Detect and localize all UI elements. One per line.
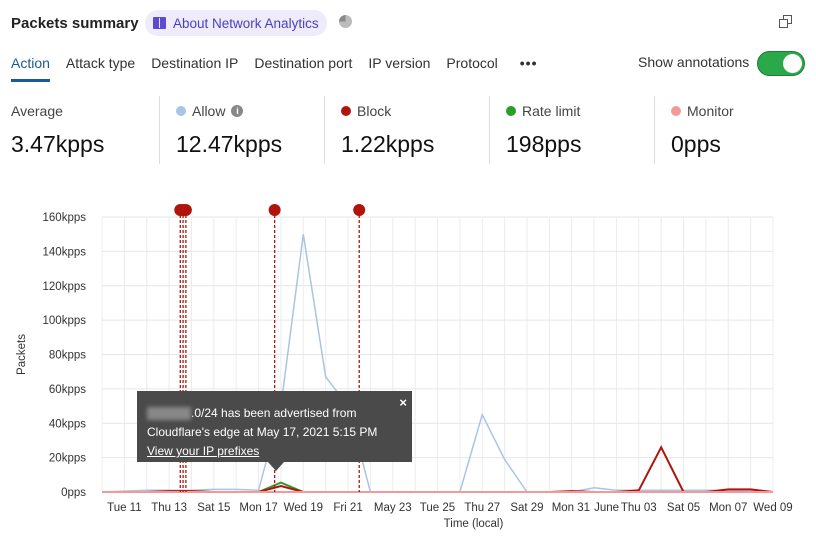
- tooltip-text: .0/24 has been advertised from: [191, 406, 357, 420]
- page-title: Packets summary: [11, 15, 139, 32]
- show-annotations-label: Show annotations: [638, 54, 750, 70]
- stat-value: 1.22kpps: [341, 131, 435, 157]
- x-tick-label: Fri 21: [333, 502, 362, 514]
- tab-bar: Action Attack type Destination IP Destinati…: [11, 55, 554, 82]
- x-tick-label: Mon 07: [709, 502, 747, 514]
- y-tick-label: 60kpps: [49, 384, 86, 396]
- stat-value: 0pps: [671, 131, 721, 157]
- close-icon[interactable]: ×: [399, 395, 407, 410]
- x-tick-label: Thu 03: [621, 502, 657, 514]
- annotation-marker: [179, 204, 192, 216]
- stat-rate-limit: Rate limit 198pps: [490, 96, 655, 164]
- stat-value: 12.47kpps: [176, 131, 283, 157]
- x-tick-label: June: [594, 502, 619, 514]
- x-tick-label: Sat 29: [510, 502, 543, 514]
- show-annotations-toggle[interactable]: [757, 51, 805, 76]
- stat-label: Rate limit: [522, 103, 581, 119]
- stat-value: 3.47kpps: [11, 131, 105, 157]
- x-tick-label: Wed 09: [753, 502, 792, 514]
- x-tick-label: Tue 25: [420, 502, 455, 514]
- tab-ip-version[interactable]: IP version: [368, 55, 431, 71]
- legend-dot-icon: [341, 106, 351, 116]
- view-ip-prefixes-link[interactable]: View your IP prefixes: [147, 444, 260, 458]
- stats-row: Average 3.47kpps Allow i 12.47kpps Block 1.22k…: [0, 96, 815, 164]
- y-tick-label: 160kpps: [43, 212, 87, 224]
- annotation-tooltip: × .0/24 has been advertised from Cloudfl…: [137, 391, 412, 471]
- annotation-marker: [353, 204, 366, 216]
- copy-icon[interactable]: [779, 15, 793, 29]
- tab-destination-ip[interactable]: Destination IP: [151, 55, 239, 71]
- tab-protocol[interactable]: Protocol: [446, 55, 498, 71]
- tooltip-text-2: Cloudflare's edge at May 17, 2021 5:15 P…: [147, 425, 378, 439]
- stat-monitor: Monitor 0pps: [655, 96, 815, 164]
- stat-label: Allow: [192, 103, 226, 119]
- stat-label: Block: [357, 103, 392, 119]
- pie-chart-icon[interactable]: [339, 15, 352, 28]
- y-tick-label: 40kpps: [49, 418, 86, 430]
- y-tick-label: 140kpps: [43, 246, 87, 258]
- legend-dot-icon: [671, 106, 681, 116]
- stat-allow: Allow i 12.47kpps: [160, 96, 325, 164]
- about-network-analytics-button[interactable]: About Network Analytics: [145, 10, 327, 36]
- stat-label: Average: [11, 103, 63, 119]
- tab-destination-port[interactable]: Destination port: [254, 55, 353, 71]
- tab-attack-type[interactable]: Attack type: [65, 55, 136, 71]
- x-tick-label: Thu 27: [464, 502, 500, 514]
- y-tick-label: 20kpps: [49, 453, 86, 465]
- stat-label: Monitor: [687, 103, 734, 119]
- packets-chart: 0pps 20kpps 40kpps 60kpps 80kpps 100kpps 120kp…: [16, 204, 793, 530]
- y-tick-label: 100kpps: [43, 315, 87, 327]
- redacted-ip: [147, 407, 191, 421]
- about-label: About Network Analytics: [173, 15, 319, 31]
- tab-action[interactable]: Action: [11, 55, 50, 82]
- more-tabs-button[interactable]: •••: [519, 55, 538, 71]
- y-tick-label: 80kpps: [49, 350, 86, 362]
- x-tick-label: Tue 11: [107, 502, 142, 514]
- x-tick-label: Sat 15: [197, 502, 230, 514]
- x-axis-label: Time (local): [444, 518, 504, 530]
- x-tick-label: May 23: [374, 502, 412, 514]
- legend-dot-icon: [506, 106, 516, 116]
- x-tick-label: Thu 13: [151, 502, 187, 514]
- y-tick-label: 0pps: [61, 487, 86, 499]
- x-tick-label: Mon 31: [552, 502, 590, 514]
- y-tick-label: 120kpps: [43, 281, 87, 293]
- x-tick-label: Sat 05: [667, 502, 700, 514]
- y-axis-label: Packets: [16, 334, 28, 375]
- annotation-marker: [268, 204, 281, 216]
- stat-average: Average 3.47kpps: [0, 96, 160, 164]
- x-tick-label: Wed 19: [284, 502, 323, 514]
- info-icon[interactable]: i: [231, 105, 244, 117]
- stat-block: Block 1.22kpps: [325, 96, 490, 164]
- stat-value: 198pps: [506, 131, 582, 157]
- legend-dot-icon: [176, 106, 186, 116]
- book-icon: [153, 17, 166, 29]
- x-tick-label: Mon 17: [239, 502, 277, 514]
